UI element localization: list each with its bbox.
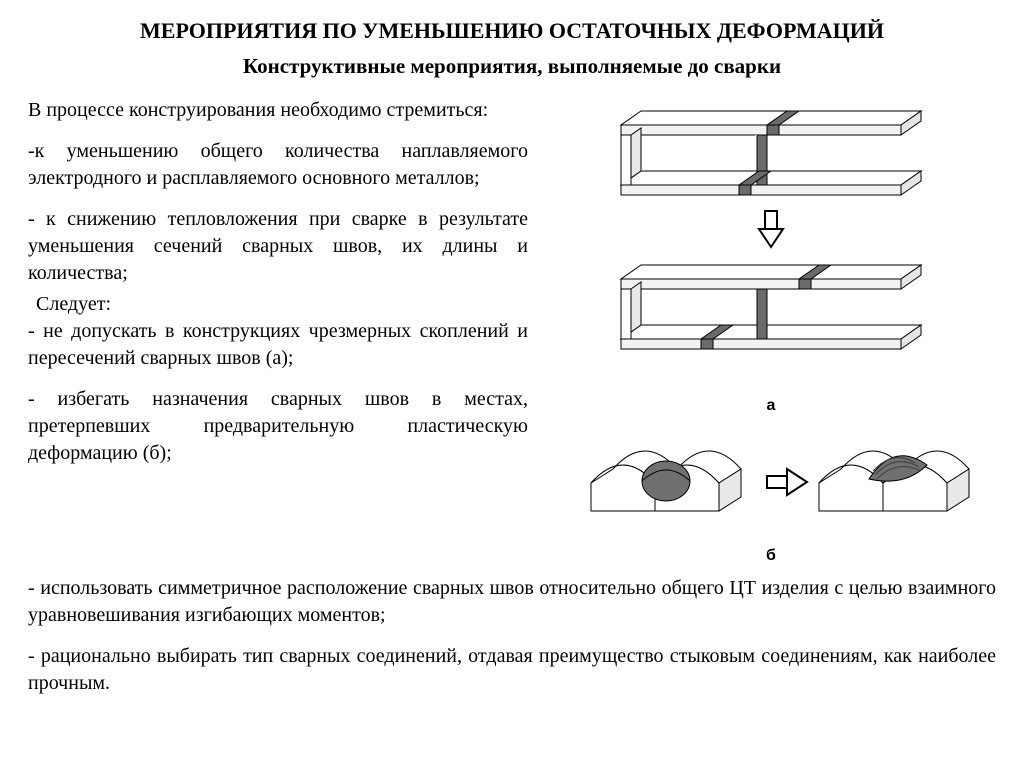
- diagram-column: а: [546, 97, 996, 565]
- bullet-1: -к уменьшению общего количества наплавля…: [28, 138, 528, 192]
- two-column-layout: В процессе конструирования необходимо ст…: [28, 97, 996, 565]
- bottom-bullet-2: - рационально выбирать тип сварных соеди…: [28, 643, 996, 697]
- page-subtitle: Конструктивные мероприятия, выполняемые …: [28, 54, 996, 79]
- diagram-a: [581, 103, 961, 393]
- bottom-bullet-1: - использовать симметричное расположение…: [28, 575, 996, 629]
- bullet-3: - не допускать в конструкциях чрезмерных…: [28, 318, 528, 372]
- right-arrow-icon: [767, 469, 807, 495]
- bullet-2: - к снижению тепловложения при сварке в …: [28, 206, 528, 287]
- down-arrow-icon: [759, 211, 783, 247]
- bullet-4: - избегать назначения сварных швов в мес…: [28, 386, 528, 467]
- follow-label: Следует:: [28, 291, 528, 318]
- figure-b-label: б: [766, 547, 776, 565]
- figure-a-label: а: [767, 397, 776, 415]
- intro-paragraph: В процессе конструирования необходимо ст…: [28, 97, 528, 124]
- text-column: В процессе конструирования необходимо ст…: [28, 97, 528, 565]
- page-title: МЕРОПРИЯТИЯ ПО УМЕНЬШЕНИЮ ОСТАТОЧНЫХ ДЕФ…: [28, 18, 996, 44]
- diagram-b: [571, 429, 971, 549]
- bottom-text: - использовать симметричное расположение…: [28, 575, 996, 697]
